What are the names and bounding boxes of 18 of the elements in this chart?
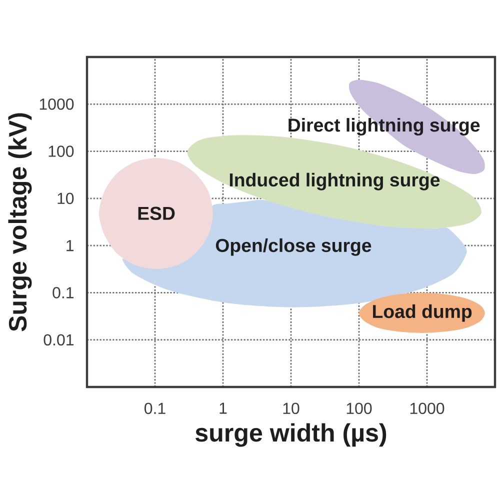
x-tick-label: 100	[346, 402, 372, 414]
x-tick-label: 1000	[410, 402, 444, 414]
x-tick-label: 0.1	[144, 402, 166, 414]
y-tick-label: 0.01	[44, 334, 74, 346]
series-label: Open/close surge	[216, 238, 372, 256]
y-tick-label: 10	[58, 192, 74, 204]
x-tick-label: 10	[283, 402, 300, 414]
y-tick-label: 100	[48, 146, 74, 157]
x-axis-title: surge width (µs)	[196, 423, 386, 447]
series-label: Direct lightning surge	[288, 118, 480, 136]
y-tick-label: 1000	[40, 98, 74, 110]
y-tick-label: 0.1	[52, 287, 74, 298]
series-label: Induced lightning surge	[230, 172, 440, 190]
series-label: ESD	[138, 206, 175, 220]
series-label: Load dump	[373, 304, 472, 322]
y-tick-label: 1	[66, 240, 74, 252]
y-axis-title: Surge voltage (kV)	[8, 113, 32, 332]
x-tick-label: 1	[220, 402, 227, 414]
